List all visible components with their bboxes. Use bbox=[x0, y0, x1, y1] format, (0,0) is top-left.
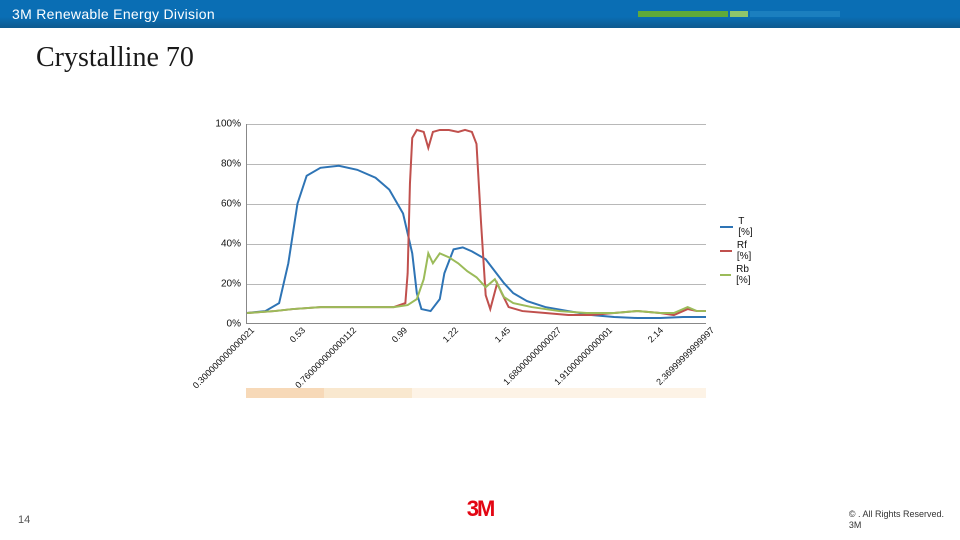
legend-item: Rf [%] bbox=[720, 240, 760, 262]
copyright: © . All Rights Reserved. 3M bbox=[849, 509, 944, 530]
header-title: 3M Renewable Energy Division bbox=[0, 6, 215, 22]
legend-item: Rb [%] bbox=[720, 264, 760, 286]
legend: T [%]Rf [%]Rb [%] bbox=[720, 216, 760, 288]
x-tick-label: 0.53 bbox=[286, 323, 308, 345]
chart: 0%20%40%60%80%100%0.3000000000000210.530… bbox=[200, 124, 760, 384]
y-tick-label: 100% bbox=[215, 119, 247, 130]
x-tick-label: 0.300000000000021 bbox=[189, 323, 257, 391]
x-tick-label: 1.22 bbox=[439, 323, 461, 345]
logo-3m: 3M bbox=[467, 496, 494, 522]
x-tick-label: 2.14 bbox=[643, 323, 665, 345]
page-title: Crystalline 70 bbox=[0, 28, 960, 74]
series-T bbox=[247, 166, 706, 318]
copyright-line-2: 3M bbox=[849, 520, 944, 530]
y-tick-label: 20% bbox=[221, 279, 247, 290]
y-tick-label: 40% bbox=[221, 239, 247, 250]
copyright-line-1: © . All Rights Reserved. bbox=[849, 509, 944, 519]
series-Rb bbox=[247, 253, 706, 313]
y-tick-label: 80% bbox=[221, 159, 247, 170]
header-accent bbox=[638, 0, 840, 28]
legend-item: T [%] bbox=[720, 216, 760, 238]
x-tick-label: 1.45 bbox=[490, 323, 512, 345]
plot-area: 0%20%40%60%80%100%0.3000000000000210.530… bbox=[246, 124, 706, 324]
y-tick-label: 60% bbox=[221, 199, 247, 210]
series-Rf bbox=[247, 130, 706, 315]
header-bar: 3M Renewable Energy Division bbox=[0, 0, 960, 28]
page-number: 14 bbox=[18, 514, 30, 526]
spectrum-band bbox=[246, 388, 706, 398]
x-tick-label: 0.99 bbox=[388, 323, 410, 345]
footer: 14 3M © . All Rights Reserved. 3M bbox=[0, 492, 960, 540]
